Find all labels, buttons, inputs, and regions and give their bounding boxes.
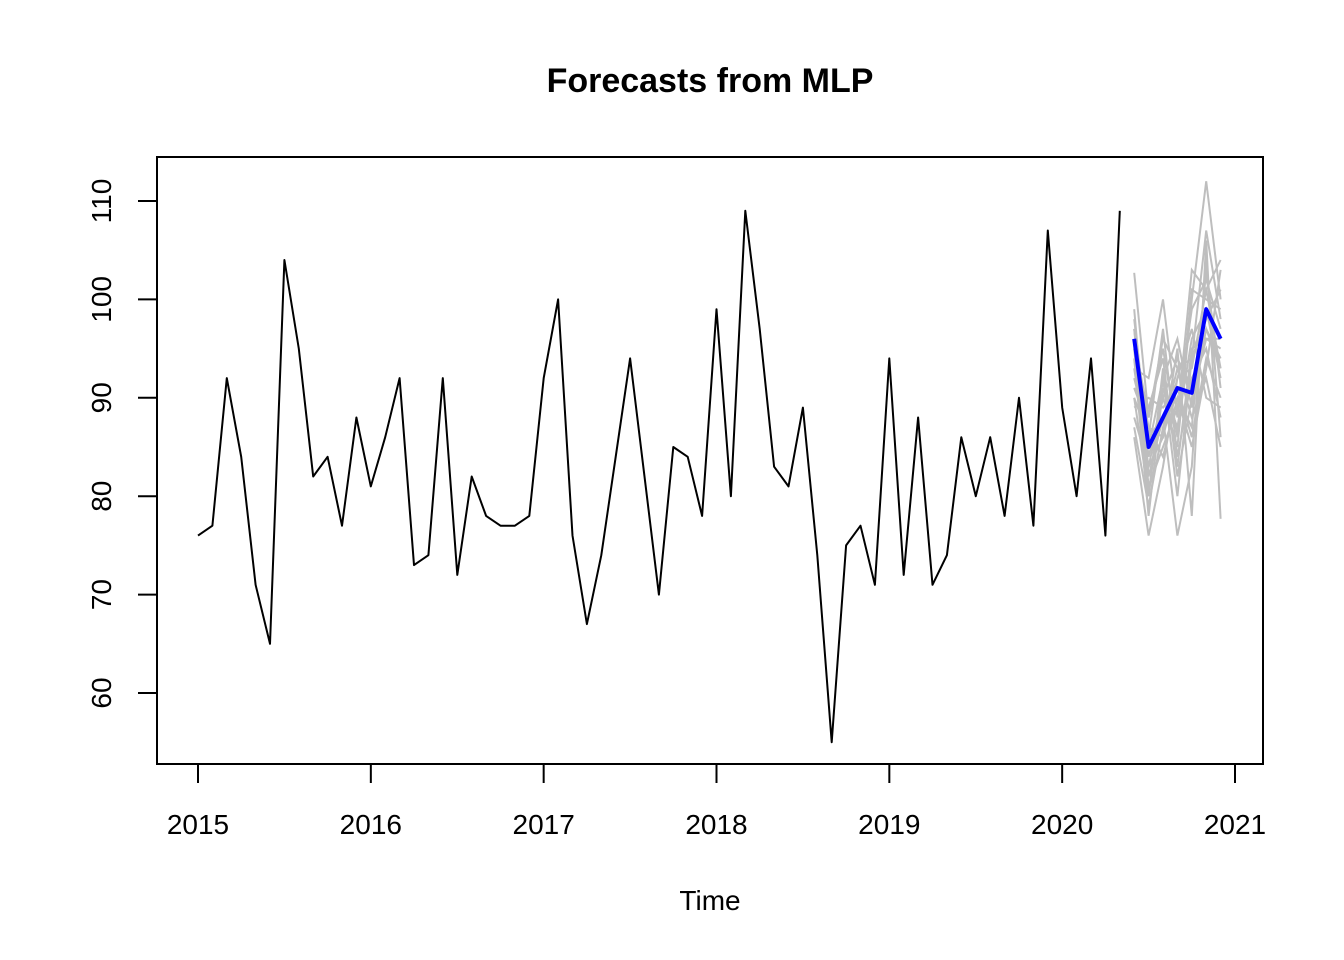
ensemble-line [1133, 287, 1222, 438]
x-tick-label: 2018 [685, 809, 747, 840]
y-axis: 60 70 80 90 100 110 [86, 179, 158, 709]
ensemble-line [1133, 364, 1222, 507]
x-tick-label: 2015 [167, 809, 229, 840]
x-tick-label: 2021 [1204, 809, 1266, 840]
y-tick-label: 100 [86, 276, 117, 323]
history-line [197, 209, 1121, 744]
ensemble-line [1133, 325, 1222, 467]
history-series [197, 209, 1121, 744]
ensemble-line [1133, 337, 1221, 497]
y-tick-label: 70 [86, 579, 117, 610]
chart-title: Forecasts from MLP [547, 62, 874, 100]
ensemble-forecast-lines [1133, 181, 1222, 536]
x-tick-label: 2020 [1031, 809, 1093, 840]
y-tick-label: 60 [86, 677, 117, 708]
ensemble-line [1133, 289, 1222, 439]
x-axis-label: Time [679, 885, 740, 916]
y-tick-label: 110 [86, 179, 117, 224]
forecast-series [1132, 307, 1223, 449]
x-tick-label: 2017 [513, 809, 575, 840]
x-axis: 2015 2016 2017 2018 2019 2020 2021 [167, 763, 1266, 840]
ensemble-line [1133, 181, 1222, 458]
plot-frame [156, 156, 1264, 765]
forecast-line [1132, 307, 1223, 449]
y-tick-label: 90 [86, 382, 117, 413]
x-tick-label: 2019 [858, 809, 920, 840]
x-tick-label: 2016 [340, 809, 402, 840]
y-tick-label: 80 [86, 481, 117, 512]
